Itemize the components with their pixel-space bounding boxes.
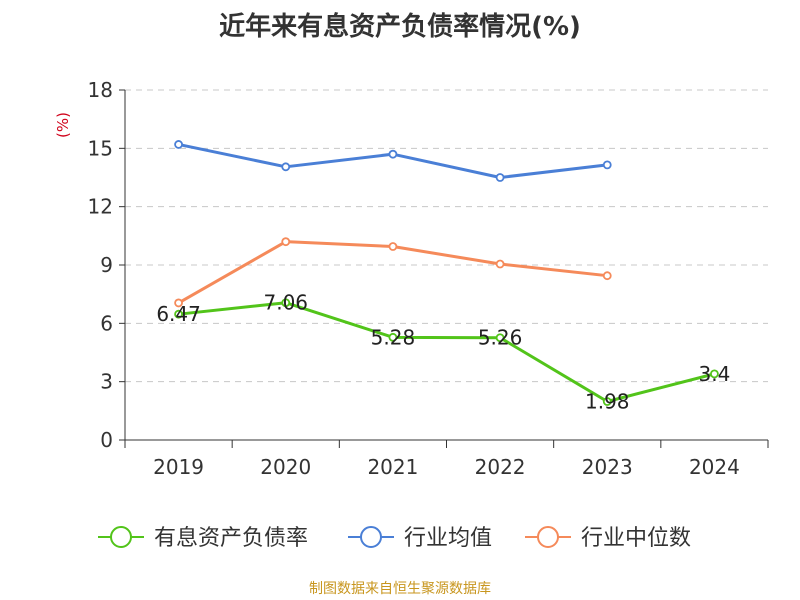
data-point — [281, 298, 291, 308]
legend-marker — [110, 526, 132, 548]
x-tick-label: 2022 — [475, 455, 526, 479]
legend-label: 行业中位数 — [581, 526, 691, 551]
x-tick-label: 2023 — [582, 455, 633, 479]
legend-item[interactable]: 行业中位数 — [525, 526, 691, 551]
data-label: 3.4 — [699, 362, 731, 386]
legend-label: 有息资产负债率 — [154, 526, 308, 551]
legend-item[interactable]: 行业均值 — [348, 526, 492, 551]
chart-title: 近年来有息资产负债率情况(%) — [219, 12, 581, 42]
legend-marker — [537, 526, 559, 548]
y-tick-label: 15 — [88, 136, 113, 160]
data-point — [495, 333, 505, 343]
data-point — [602, 160, 612, 170]
source-note: 制图数据来自恒生聚源数据库 — [309, 581, 491, 597]
data-label: 1.98 — [585, 390, 630, 414]
data-point — [281, 162, 291, 172]
data-point — [602, 397, 612, 406]
data-point — [388, 149, 398, 159]
series-lines — [174, 140, 719, 406]
data-point — [174, 140, 183, 149]
axes: 0 3 6 9 12 15 18 (%) 2019 2020 2021 2022 2023 2024 — [54, 78, 769, 479]
legend-item[interactable]: 有息资产负债率 — [98, 526, 308, 551]
y-tick-label: 12 — [88, 195, 113, 219]
data-point — [388, 332, 398, 342]
data-labels: 6.47 7.06 5.28 5.26 1.98 3.4 — [156, 291, 730, 414]
data-label: 7.06 — [263, 291, 308, 315]
data-point — [710, 369, 719, 379]
legend-label: 行业均值 — [404, 526, 492, 551]
y-tick-label: 6 — [100, 311, 113, 335]
data-point — [281, 237, 291, 247]
data-label: 6.47 — [156, 302, 201, 326]
data-point — [495, 173, 505, 182]
x-tick-label: 2020 — [260, 455, 311, 479]
y-tick-label: 9 — [100, 253, 113, 277]
data-point — [602, 271, 612, 281]
y-tick-label: 18 — [88, 78, 113, 102]
grid-lines — [125, 89, 768, 383]
legend-marker — [360, 526, 382, 548]
legend[interactable]: 有息资产负债率 行业均值 行业中位数 — [98, 526, 691, 551]
x-tick-label: 2024 — [689, 455, 740, 479]
data-point — [495, 259, 505, 269]
series-line-0 — [178, 301, 715, 403]
x-tick-label: 2019 — [153, 455, 204, 479]
x-tick-label: 2021 — [367, 455, 418, 479]
y-tick-label: 0 — [100, 428, 113, 452]
y-tick-label: 3 — [100, 370, 113, 394]
data-point — [174, 309, 183, 319]
data-point — [388, 242, 398, 251]
data-point — [174, 298, 183, 308]
data-label: 5.28 — [371, 325, 416, 349]
data-label: 5.26 — [478, 326, 523, 350]
series-line-1 — [178, 142, 608, 179]
y-axis-label: (%) — [54, 112, 72, 138]
